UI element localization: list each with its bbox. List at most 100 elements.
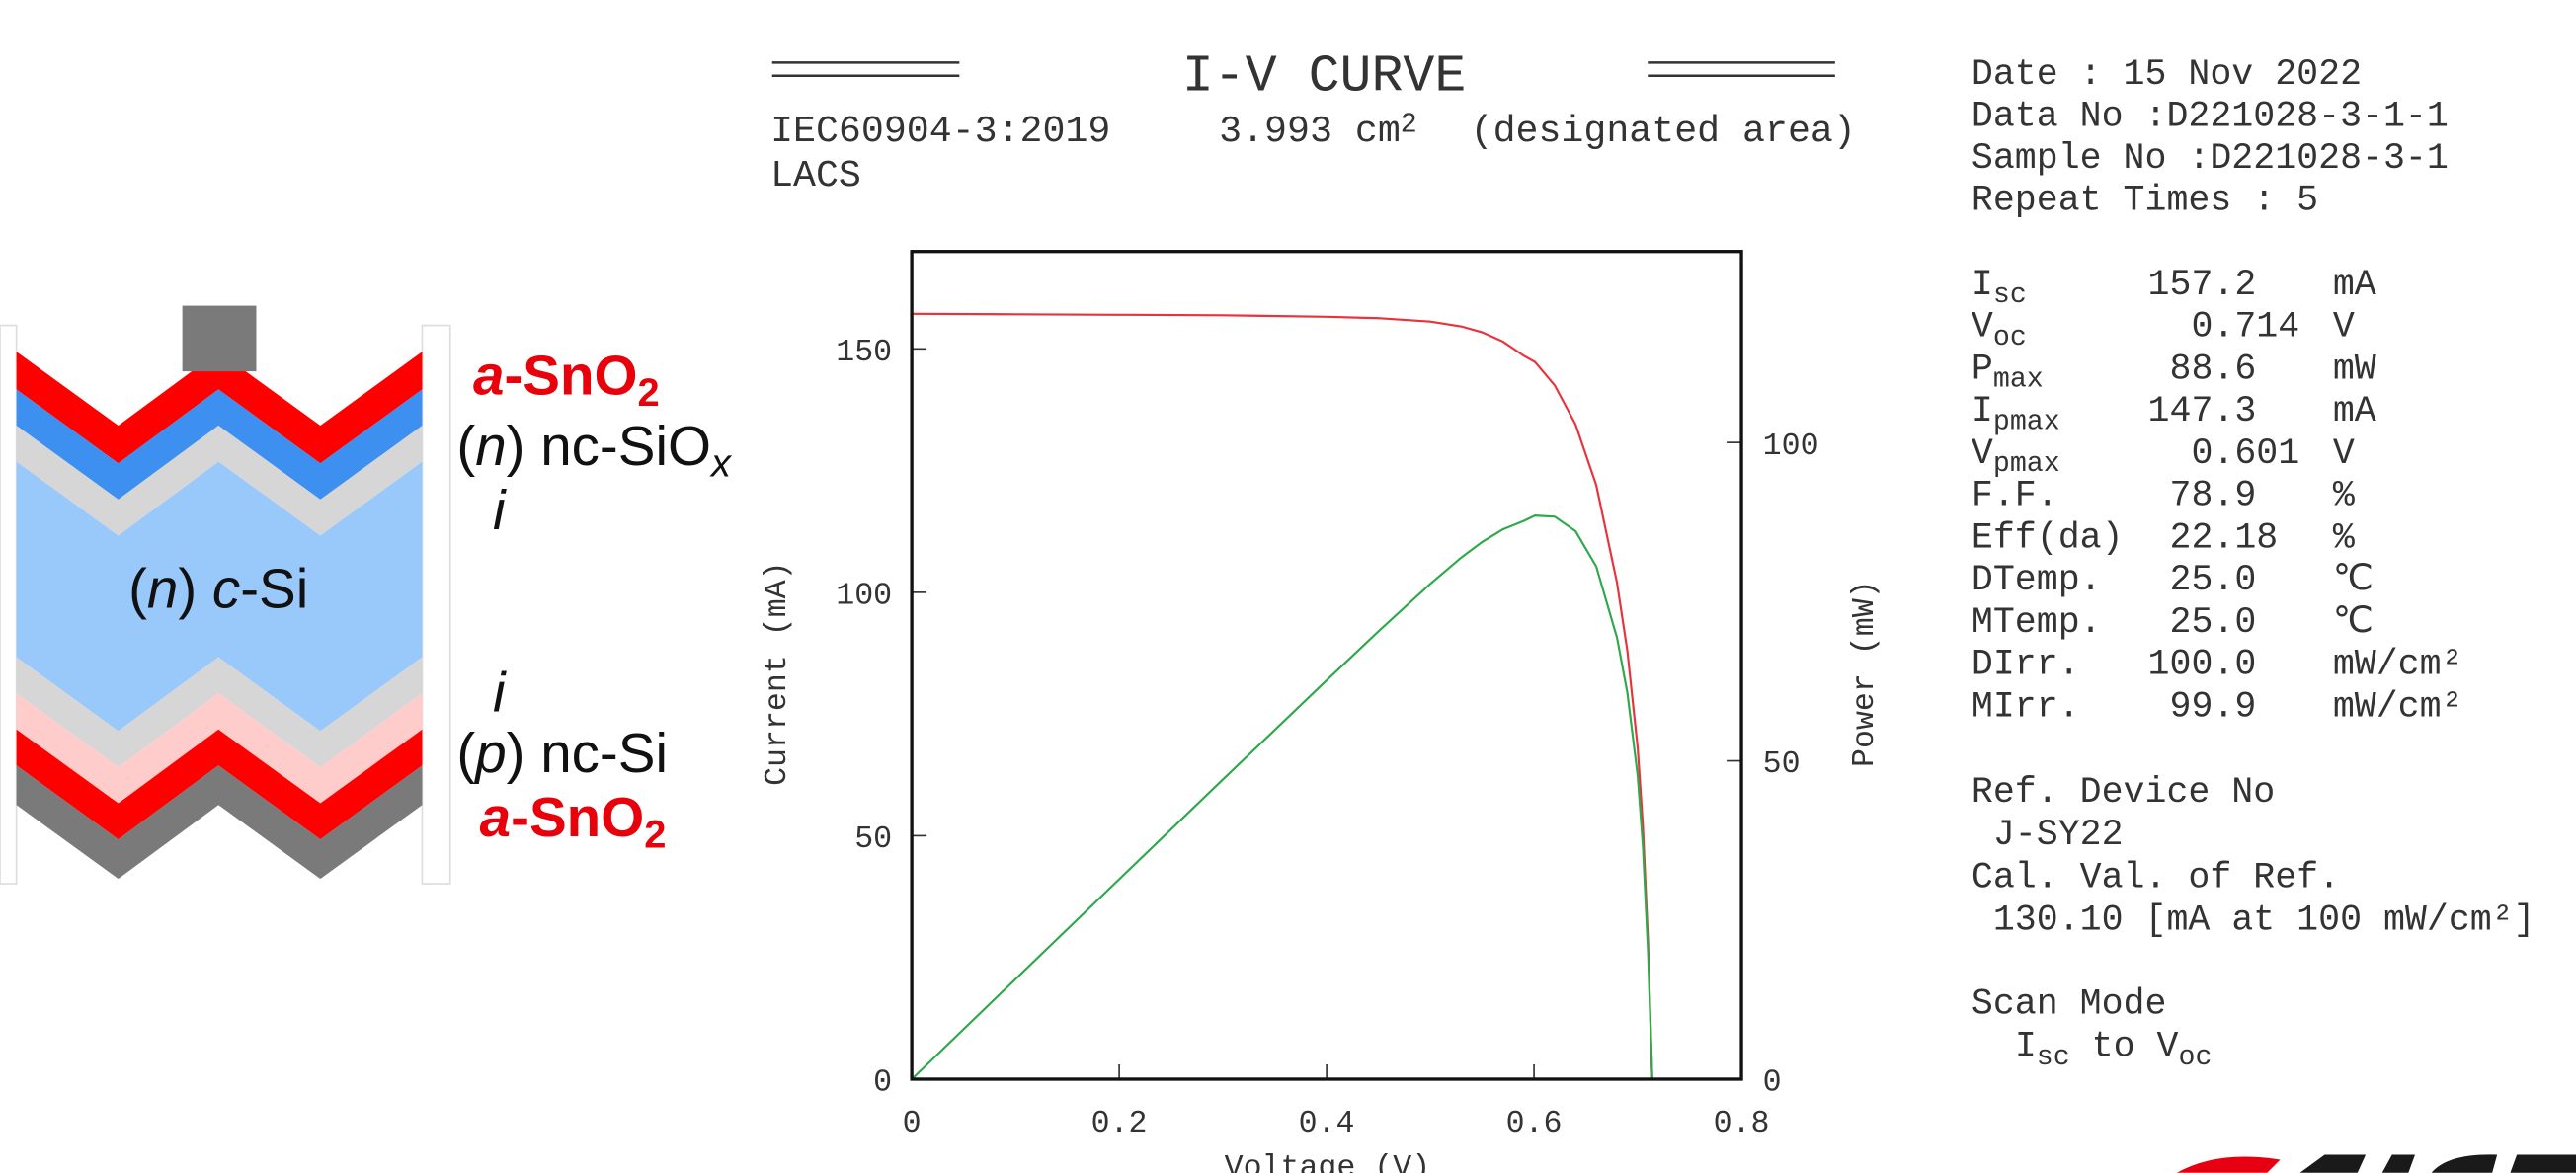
- label-part: ): [178, 558, 212, 620]
- scan-part: to V: [2070, 1027, 2179, 1067]
- layer: [16, 765, 423, 880]
- param-sub: oc: [1993, 322, 2027, 353]
- ref-value: J-SY22: [1993, 815, 2124, 855]
- logo: [2299, 1154, 2576, 1173]
- param-label: DIrr.: [1972, 645, 2080, 685]
- layer: [16, 461, 423, 732]
- param-value: 0.714: [2191, 307, 2299, 348]
- chart-title: I-V CURVE: [1182, 47, 1466, 107]
- x-tick-label: 0: [903, 1107, 922, 1141]
- param-label: Vpmax: [1972, 433, 2060, 480]
- label-part: a: [480, 786, 511, 848]
- param-label: Ipmax: [1972, 391, 2060, 437]
- param-label: Eff(da): [1972, 517, 2124, 558]
- frame: [421, 324, 451, 885]
- param-unit: V: [2333, 433, 2355, 474]
- layer-diagram: [0, 305, 451, 885]
- layer-labels: a-SnO2 (n) nc-SiOx i (n) c-Si i (p) nc-S…: [128, 344, 733, 856]
- param-symbol: MTemp.: [1972, 602, 2102, 643]
- param-symbol: V: [1972, 433, 1993, 474]
- cal-label: Cal. Val. of Ref.: [1972, 857, 2340, 898]
- layer-label: (p) nc-Si: [456, 722, 668, 784]
- param-value: 100.0: [2148, 645, 2257, 685]
- y-tick-label: 50: [854, 822, 892, 857]
- param-sub: sc: [1993, 279, 2027, 311]
- frame: [0, 324, 18, 885]
- param-value: 25.0: [2170, 602, 2257, 643]
- chart: 0 50 100 150 0 50 100 0 0.2 0.4 0.6 0.8: [836, 250, 1819, 1141]
- y-axis-label: Current (mA): [761, 561, 795, 786]
- param-symbol: P: [1972, 349, 1993, 389]
- y2-tick-label: 50: [1763, 747, 1801, 782]
- area-note: (designated area): [1471, 111, 1856, 153]
- param-value: 157.2: [2148, 265, 2257, 305]
- x-tick-label: 0.2: [1091, 1107, 1148, 1141]
- series-line: [912, 312, 1653, 1080]
- y2-axis-label: Power (mW): [1848, 580, 1883, 767]
- meta-line: Date : 15 Nov 2022: [1972, 54, 2362, 95]
- label-part: n: [147, 558, 178, 620]
- y2-tick-label: 100: [1763, 430, 1819, 464]
- param-label: MIrr.: [1972, 686, 2080, 727]
- layer-label: a-SnO2: [480, 786, 667, 857]
- x-axis-label: Voltage (V): [1225, 1151, 1431, 1173]
- param-unit: mW/cm²: [2333, 686, 2463, 727]
- label-part: 2: [638, 371, 660, 415]
- param-unit: V: [2333, 307, 2355, 348]
- label-part: 2: [644, 813, 666, 856]
- contact: [182, 305, 257, 372]
- param-unit: %: [2333, 476, 2355, 516]
- param-label: Pmax: [1972, 349, 2044, 395]
- meta-line: Sample No :D221028-3-1: [1972, 138, 2449, 179]
- scan-sub: oc: [2178, 1042, 2212, 1073]
- layer-label: (n) nc-SiOx: [456, 415, 733, 486]
- cal-value: 130.10 [mA at 100 mW/cm²]: [1993, 900, 2536, 941]
- param-unit: ℃: [2333, 560, 2374, 600]
- scan-mode: Isc to Voc: [2015, 1027, 2213, 1073]
- param-symbol: F.F.: [1972, 476, 2058, 516]
- param-symbol: I: [1972, 265, 1993, 305]
- label-part: -SnO: [511, 786, 644, 848]
- lab: LACS: [770, 155, 861, 197]
- param-label: F.F.: [1972, 476, 2058, 516]
- layer: [16, 729, 423, 840]
- param-symbol: MIrr.: [1972, 686, 2080, 727]
- title-rules: [771, 61, 1835, 77]
- layer-label: (n) c-Si: [128, 558, 308, 620]
- layer: [16, 426, 423, 536]
- param-value: 25.0: [2170, 560, 2257, 600]
- param-value: 147.3: [2148, 391, 2257, 431]
- param-value: 0.601: [2191, 433, 2299, 474]
- layer-label: i: [493, 661, 507, 723]
- label-part: ) nc-Si: [507, 722, 668, 784]
- label-part: c: [212, 558, 240, 620]
- layer: [16, 657, 423, 767]
- param-sub: max: [1993, 364, 2044, 396]
- scan-label: Scan Mode: [1972, 983, 2167, 1024]
- subtitle: IEC60904-3:2019 3.993 cm2 (designated area…: [770, 109, 1856, 153]
- layer: [16, 389, 423, 500]
- param-value: 22.18: [2170, 517, 2279, 558]
- label-part: (: [456, 415, 475, 477]
- layer-label: i: [493, 479, 507, 541]
- param-label: DTemp.: [1972, 560, 2102, 600]
- y-tick-label: 100: [836, 580, 892, 614]
- param-sub: pmax: [1993, 406, 2060, 437]
- layer-label: a-SnO2: [473, 344, 660, 415]
- y2-tick-label: 0: [1763, 1066, 1782, 1101]
- param-unit: mA: [2333, 265, 2376, 305]
- param-unit: ℃: [2333, 602, 2374, 643]
- param-symbol: DIrr.: [1972, 645, 2080, 685]
- param-sub: pmax: [1993, 448, 2060, 480]
- ref-label: Ref. Device No: [1972, 772, 2275, 813]
- param-unit: mA: [2333, 391, 2376, 431]
- label-part: ) nc-SiO: [507, 415, 711, 477]
- param-unit: mW: [2333, 349, 2376, 389]
- area: 3.993 cm: [1219, 111, 1401, 153]
- label-part: (: [128, 558, 147, 620]
- param-value: 78.9: [2170, 476, 2257, 516]
- x-tick-label: 0.4: [1299, 1107, 1355, 1141]
